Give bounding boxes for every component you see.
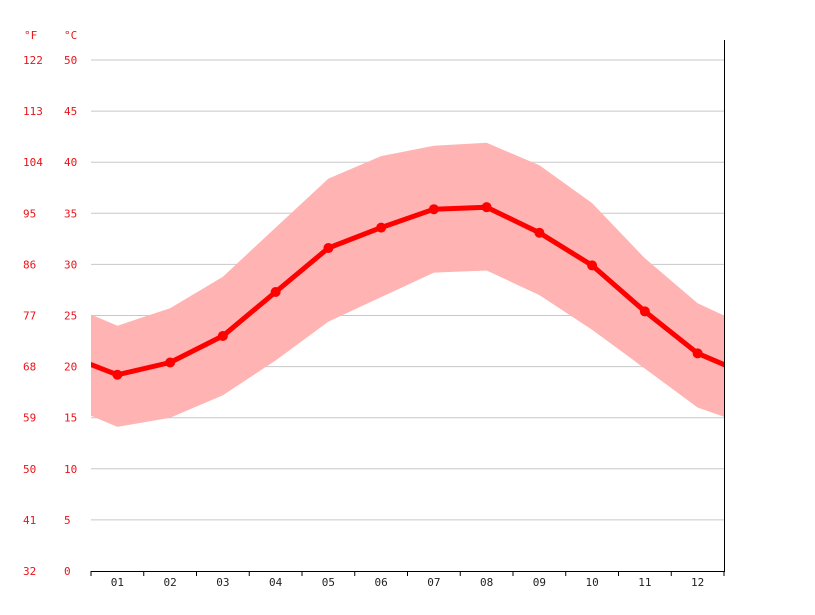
unit-celsius-label: °C: [64, 29, 77, 42]
x-tick-11: 11: [638, 576, 651, 589]
x-tick-04: 04: [269, 576, 283, 589]
x-tick-02: 02: [164, 576, 177, 589]
y-tick-fahrenheit-50: 50: [23, 463, 36, 476]
y-tick-celsius-40: 40: [64, 156, 77, 169]
x-tick-03: 03: [216, 576, 229, 589]
mean-temperature-line: [91, 204, 724, 378]
mean-point-02: [165, 357, 176, 368]
y-tick-fahrenheit-41: 41: [23, 514, 36, 527]
x-tick-09: 09: [533, 576, 546, 589]
y-tick-fahrenheit-104: 104: [23, 156, 43, 169]
y-tick-fahrenheit-95: 95: [23, 207, 36, 220]
x-tick-01: 01: [111, 576, 124, 589]
mean-point-04: [270, 286, 281, 297]
y-tick-fahrenheit-68: 68: [23, 361, 36, 374]
temperature-range-band: [91, 142, 724, 427]
mean-point-12: [692, 348, 703, 359]
mean-point-08: [481, 202, 492, 213]
x-tick-07: 07: [427, 576, 440, 589]
x-tick-06: 06: [375, 576, 388, 589]
x-tick-10: 10: [586, 576, 599, 589]
min-max-range-area: [91, 142, 724, 427]
mean-point-03: [217, 330, 228, 341]
mean-point-09: [534, 227, 545, 238]
tick-labels: °F °C 0 32 5 41 10 50 15 59 20 68 25 77 30 86 35 95 40 10…: [23, 29, 704, 589]
x-tick-05: 05: [322, 576, 335, 589]
y-tick-fahrenheit-113: 113: [23, 105, 43, 118]
x-tick-12: 12: [691, 576, 704, 589]
y-tick-fahrenheit-77: 77: [23, 310, 36, 323]
y-tick-celsius-15: 15: [64, 412, 77, 425]
x-tick-08: 08: [480, 576, 493, 589]
mean-point-05: [323, 243, 334, 254]
y-tick-celsius-5: 5: [64, 514, 71, 527]
y-tick-celsius-35: 35: [64, 207, 77, 220]
y-tick-fahrenheit-59: 59: [23, 412, 36, 425]
mean-temperature-series: [91, 202, 724, 380]
mean-point-07: [428, 204, 439, 215]
y-tick-fahrenheit-122: 122: [23, 54, 43, 67]
y-tick-celsius-50: 50: [64, 54, 77, 67]
y-tick-celsius-45: 45: [64, 105, 77, 118]
mean-point-10: [587, 260, 598, 271]
mean-point-11: [639, 306, 650, 317]
y-tick-fahrenheit-32: 32: [23, 565, 36, 578]
mean-point-06: [376, 222, 387, 233]
unit-fahrenheit-label: °F: [24, 29, 37, 42]
y-tick-celsius-30: 30: [64, 258, 77, 271]
y-tick-celsius-25: 25: [64, 310, 77, 323]
y-tick-celsius-10: 10: [64, 463, 77, 476]
axes: [90, 40, 725, 576]
mean-point-01: [112, 369, 123, 380]
y-tick-celsius-20: 20: [64, 361, 77, 374]
y-tick-fahrenheit-86: 86: [23, 258, 36, 271]
y-tick-celsius-0: 0: [64, 565, 71, 578]
